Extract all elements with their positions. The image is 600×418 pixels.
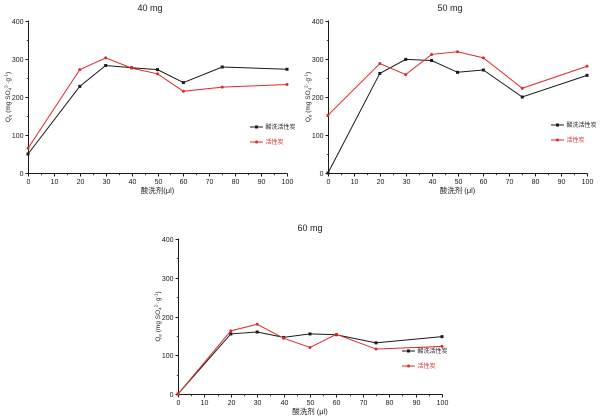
legend-label: 活性炭 (266, 138, 284, 146)
series-acid-washed-carbon (326, 57, 589, 175)
x-tick-label: 10 (51, 179, 59, 186)
x-tick-label: 100 (282, 179, 294, 186)
x-tick-label: 20 (77, 179, 85, 186)
x-axis: 0 10 20 30 40 50 60 70 80 90 100 (327, 173, 594, 186)
y-tick-label: 200 (312, 95, 324, 102)
x-tick-label: 70 (360, 400, 368, 407)
x-tick-label: 40 (281, 400, 289, 407)
x-tick-label: 20 (228, 400, 236, 407)
x-tick-label: 40 (429, 179, 437, 186)
chart-svg: 40 mg 0 10 20 30 40 50 60 70 80 90 100 0 100 200 300 400… (4, 3, 296, 195)
legend-label: 活性炭 (567, 136, 585, 144)
y-tick-label: 400 (12, 19, 24, 26)
x-tick-label: 70 (206, 179, 214, 186)
x-tick-label: 40 (129, 179, 137, 186)
y-tick-label: 0 (320, 171, 324, 178)
x-tick-label: 90 (258, 179, 266, 186)
x-tick-label: 10 (201, 400, 209, 407)
legend-label: 酸洗活性炭 (266, 123, 296, 131)
chart-title: 50 mg (437, 3, 462, 13)
x-axis-label: 酸洗剂 (μl) (292, 406, 328, 416)
y-tick-label: 0 (170, 392, 174, 399)
x-tick-label: 0 (177, 400, 181, 407)
y-tick-label: 300 (12, 57, 24, 64)
legend-label: 酸洗活性炭 (418, 347, 448, 355)
y-axis: 0 100 200 300 400 (12, 19, 29, 178)
chart-60mg: 60 mg 0 10 20 30 40 50 60 70 80 90 100 0 100 200 300 400… (150, 215, 470, 418)
y-tick-label: 100 (312, 133, 324, 140)
x-tick-label: 80 (232, 179, 240, 186)
y-tick-label: 100 (12, 133, 24, 140)
y-tick-label: 400 (162, 237, 174, 244)
chart-title: 40 mg (137, 3, 162, 13)
x-axis-label: 酸洗剂(μl) (141, 185, 175, 195)
x-tick-label: 20 (377, 179, 385, 186)
x-tick-label: 0 (327, 179, 331, 186)
legend-label: 酸洗活性炭 (567, 121, 597, 129)
x-tick-label: 70 (506, 179, 514, 186)
x-tick-label: 10 (351, 179, 359, 186)
x-tick-label: 60 (480, 179, 488, 186)
y-axis-label: Qe (mg SO42-·g-1) (4, 72, 13, 122)
x-tick-label: 0 (27, 179, 31, 186)
legend-label: 活性炭 (418, 362, 436, 370)
x-tick-label: 90 (413, 400, 421, 407)
x-axis: 0 10 20 30 40 50 60 70 80 90 100 (27, 173, 294, 186)
axes (178, 238, 443, 395)
y-axis-label: Qe (mg SO42-·g-1) (304, 72, 313, 122)
x-tick-label: 50 (455, 179, 463, 186)
y-axis: 0 100 200 300 400 (162, 237, 179, 399)
y-tick-label: 0 (20, 171, 24, 178)
x-axis: 0 10 20 30 40 50 60 70 80 90 100 (177, 394, 449, 407)
series-activated-carbon (176, 322, 444, 396)
series-activated-carbon (26, 56, 289, 150)
x-tick-label: 60 (180, 179, 188, 186)
y-tick-label: 300 (312, 57, 324, 64)
x-tick-label: 100 (582, 179, 594, 186)
series-acid-washed-carbon (26, 63, 289, 156)
series-activated-carbon (326, 50, 589, 117)
x-tick-label: 80 (386, 400, 394, 407)
x-tick-label: 90 (558, 179, 566, 186)
x-tick-label: 100 (437, 400, 449, 407)
x-tick-label: 30 (403, 179, 411, 186)
axes (28, 20, 288, 174)
x-tick-label: 50 (155, 179, 163, 186)
x-tick-label: 50 (307, 400, 315, 407)
y-tick-label: 200 (162, 315, 174, 322)
chart-50mg: 50 mg 0 10 20 30 40 50 60 70 80 90 100 0 100 200 300 400… (300, 0, 600, 205)
x-tick-label: 80 (532, 179, 540, 186)
x-tick-label: 30 (254, 400, 262, 407)
y-tick-label: 100 (162, 353, 174, 360)
series-acid-washed-carbon (176, 330, 444, 396)
x-axis-label: 酸洗剂 (μl) (440, 185, 476, 195)
x-tick-label: 60 (333, 400, 341, 407)
x-tick-label: 30 (103, 179, 111, 186)
axes (328, 20, 588, 174)
y-axis-label: Qe (mg SO42-·g-1) (154, 291, 163, 341)
y-axis: 0 100 200 300 400 (312, 19, 329, 178)
y-tick-label: 200 (12, 95, 24, 102)
y-tick-label: 300 (162, 276, 174, 283)
chart-svg: 50 mg 0 10 20 30 40 50 60 70 80 90 100 0 100 200 300 400… (304, 3, 597, 195)
chart-svg: 60 mg 0 10 20 30 40 50 60 70 80 90 100 0 100 200 300 400… (154, 223, 449, 416)
chart-40mg: 40 mg 0 10 20 30 40 50 60 70 80 90 100 0 100 200 300 400… (0, 0, 300, 205)
y-tick-label: 400 (312, 19, 324, 26)
chart-title: 60 mg (297, 223, 322, 233)
